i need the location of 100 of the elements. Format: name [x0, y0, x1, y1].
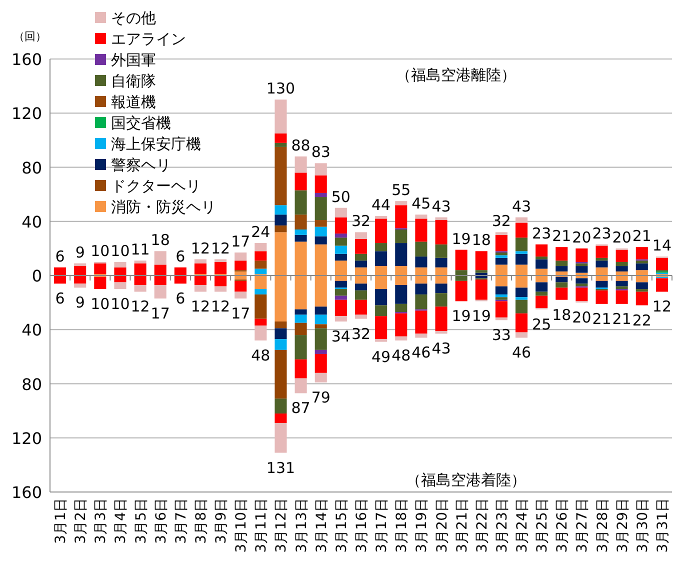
annotation: 6 [176, 290, 186, 308]
bar [415, 334, 428, 338]
bar [274, 205, 287, 215]
x-tick-label: 3月2日 [73, 498, 90, 544]
bar [334, 316, 347, 322]
bar [415, 218, 428, 242]
x-tick-label: 3月25日 [534, 498, 551, 553]
bar [536, 282, 548, 292]
bar [294, 172, 307, 190]
x-tick-label: 3月6日 [153, 498, 170, 544]
annotation: 18 [150, 231, 170, 250]
annotation: 23 [592, 224, 612, 242]
bar [515, 217, 528, 223]
bar [314, 328, 327, 350]
bar [415, 310, 428, 334]
x-tick-label: 3月19日 [414, 498, 430, 553]
bar [596, 260, 608, 268]
y-tick-label: 160 [11, 483, 42, 502]
bar [536, 256, 548, 260]
bar [274, 100, 287, 134]
annotation: 18 [552, 306, 572, 324]
y-tick-label: 80 [22, 374, 42, 394]
bar [314, 354, 327, 373]
bar [636, 282, 648, 290]
bar [616, 262, 628, 266]
bar [395, 205, 408, 228]
bar [154, 284, 166, 299]
annotation: 10 [90, 295, 110, 314]
bar [455, 280, 468, 302]
bar [395, 336, 408, 340]
bar [395, 304, 408, 312]
bar [616, 266, 628, 272]
annotation: 12 [652, 298, 672, 316]
bar [536, 244, 548, 257]
bar [515, 251, 528, 254]
annotation: 10 [90, 242, 110, 260]
annotation: 130 [266, 80, 296, 98]
annotation: 20 [572, 228, 592, 246]
bar [515, 297, 528, 300]
y-tick-label: 0 [32, 266, 42, 286]
bar [475, 251, 488, 270]
annotation: 21 [592, 310, 612, 328]
bar [415, 294, 428, 310]
x-tick-label: 3月9日 [214, 498, 230, 544]
bar [435, 284, 448, 294]
y-axis-title: （回） [14, 30, 46, 43]
bar [274, 322, 287, 328]
bar [194, 284, 207, 292]
x-tick-label: 3月18日 [394, 498, 410, 553]
bar [616, 276, 628, 281]
bar [616, 250, 628, 262]
x-tick-label: 3月30日 [634, 498, 651, 553]
bar [435, 330, 448, 334]
bar [334, 296, 347, 300]
x-tick-label: 3月31日 [654, 498, 671, 553]
bar [194, 276, 207, 285]
annotation: 9 [75, 243, 85, 262]
bar [576, 284, 588, 286]
y-tick-label: 80 [22, 158, 42, 178]
bar [334, 254, 347, 261]
bar [294, 309, 307, 315]
bar [515, 288, 528, 298]
annotation: 12 [190, 298, 210, 316]
bar [415, 284, 428, 294]
bar [214, 259, 227, 262]
bar [536, 259, 548, 269]
x-tick-label: 3月12日 [274, 498, 290, 553]
legend-label: 国交省機 [111, 114, 171, 132]
legend-label: 消防・防災ヘリ [111, 198, 216, 216]
annotation: 83 [311, 143, 330, 162]
annotation: 17 [150, 304, 170, 323]
bar [435, 244, 448, 258]
legend-label: 海上保安庁機 [111, 135, 201, 153]
bar [294, 214, 307, 230]
bar [636, 247, 648, 260]
bar [556, 282, 568, 288]
annotation: 20 [612, 228, 632, 246]
bar [515, 254, 528, 265]
y-tick-label: 40 [22, 320, 42, 340]
annotation: 12 [130, 298, 150, 316]
legend-label: ドクターヘリ [111, 177, 201, 195]
x-tick-label: 3月5日 [133, 498, 150, 544]
bar [334, 300, 347, 316]
bar [395, 201, 408, 206]
x-tick-label: 3月11日 [254, 498, 270, 553]
bar [334, 217, 347, 234]
bar [334, 289, 347, 296]
bar [596, 280, 608, 288]
x-tick-label: 3月16日 [354, 498, 370, 553]
bar [495, 234, 508, 252]
annotation: 87 [291, 399, 310, 418]
annotation: 79 [311, 388, 330, 406]
bar [274, 142, 287, 147]
bar [354, 284, 368, 290]
bar [616, 290, 628, 304]
legend-label: 報道機 [111, 93, 156, 111]
annotation: 21 [612, 310, 632, 328]
bar [234, 292, 247, 299]
bar [596, 246, 608, 258]
x-tick-label: 3月27日 [574, 498, 591, 553]
